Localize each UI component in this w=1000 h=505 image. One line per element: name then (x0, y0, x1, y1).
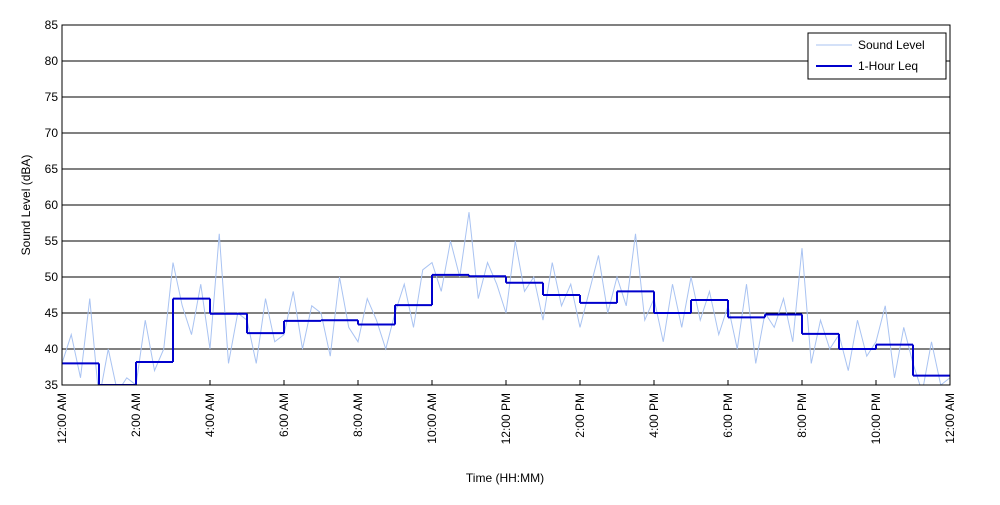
y-tick-label: 80 (45, 54, 59, 68)
y-tick-label: 60 (45, 198, 59, 212)
legend-box (807, 32, 947, 80)
x-tick-label: 8:00 PM (795, 393, 809, 438)
x-tick-label: 2:00 PM (573, 393, 587, 438)
y-tick-label: 55 (45, 234, 59, 248)
x-tick-label: 4:00 AM (203, 393, 217, 437)
x-tick-label: 6:00 AM (277, 393, 291, 437)
y-tick-label: 50 (45, 270, 59, 284)
x-tick-label: 4:00 PM (647, 393, 661, 438)
x-tick-label: 12:00 PM (499, 393, 513, 444)
x-tick-label: 10:00 PM (869, 393, 883, 444)
y-axis-label: Sound Level (dBA) (19, 155, 33, 256)
y-tick-label: 40 (45, 342, 59, 356)
x-tick-label: 6:00 PM (721, 393, 735, 438)
plot-frame (61, 24, 951, 386)
legend-label: Sound Level (858, 38, 925, 52)
x-tick-label: 8:00 AM (351, 393, 365, 437)
y-tick-label: 45 (45, 306, 59, 320)
legend-label: 1-Hour Leq (858, 59, 918, 73)
x-tick-label: 10:00 AM (425, 393, 439, 444)
y-tick-label: 75 (45, 90, 59, 104)
y-tick-label: 70 (45, 126, 59, 140)
y-tick-label: 35 (45, 378, 59, 392)
x-tick-label: 12:00 AM (55, 393, 69, 444)
x-tick-label: 2:00 AM (129, 393, 143, 437)
y-tick-label: 85 (45, 18, 59, 32)
x-tick-label: 12:00 AM (943, 393, 957, 444)
x-axis-label: Time (HH:MM) (466, 471, 544, 485)
line-series (62, 212, 950, 385)
y-tick-label: 65 (45, 162, 59, 176)
